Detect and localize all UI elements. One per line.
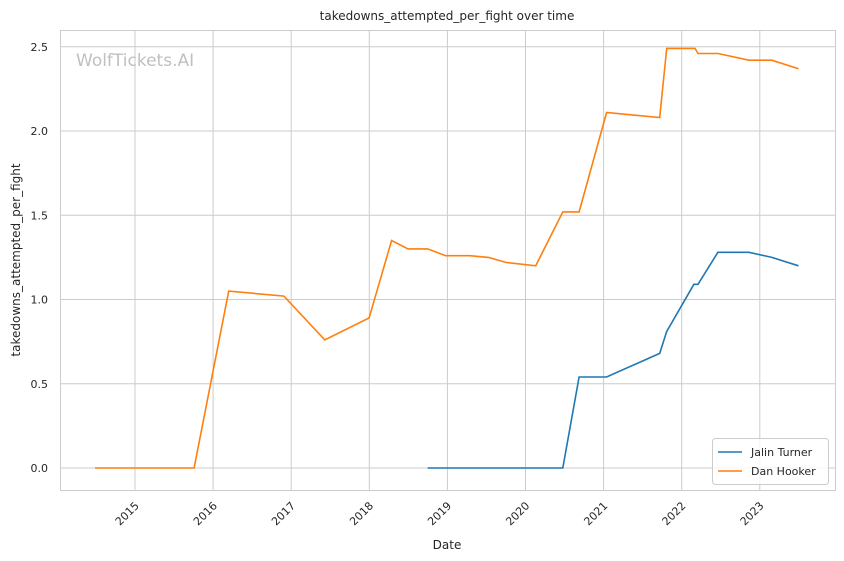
x-tick-label: 2015 [113, 499, 142, 528]
x-tick-label: 2022 [660, 499, 689, 528]
legend: Jalin Turner Dan Hooker [712, 438, 829, 485]
y-tick-label: 0.0 [31, 462, 49, 475]
y-tick-label: 2.5 [31, 41, 49, 54]
series-line-jalin-turner [427, 251, 799, 469]
x-tick-label: 2020 [503, 499, 532, 528]
x-tick-label: 2016 [191, 499, 220, 528]
series-line-dan-hooker [95, 47, 799, 469]
chart-title: takedowns_attempted_per_fight over time [320, 9, 575, 23]
x-axis-label: Date [433, 538, 462, 552]
watermark: WolfTickets.AI [76, 51, 194, 71]
x-tick-label: 2018 [347, 499, 376, 528]
x-tick-label: 2017 [269, 499, 298, 528]
plot-area [60, 30, 836, 491]
legend-label: Jalin Turner [750, 446, 813, 459]
y-axis-label: takedowns_attempted_per_fight [9, 163, 23, 356]
y-tick-label: 1.5 [31, 209, 49, 222]
y-tick-label: 2.0 [31, 125, 49, 138]
legend-label: Dan Hooker [751, 465, 816, 478]
y-tick-label: 1.0 [31, 294, 49, 307]
x-tick-label: 2019 [425, 499, 454, 528]
y-tick-label: 0.5 [31, 378, 49, 391]
x-tick-label: 2021 [581, 499, 610, 528]
x-tick-label: 2023 [738, 499, 767, 528]
